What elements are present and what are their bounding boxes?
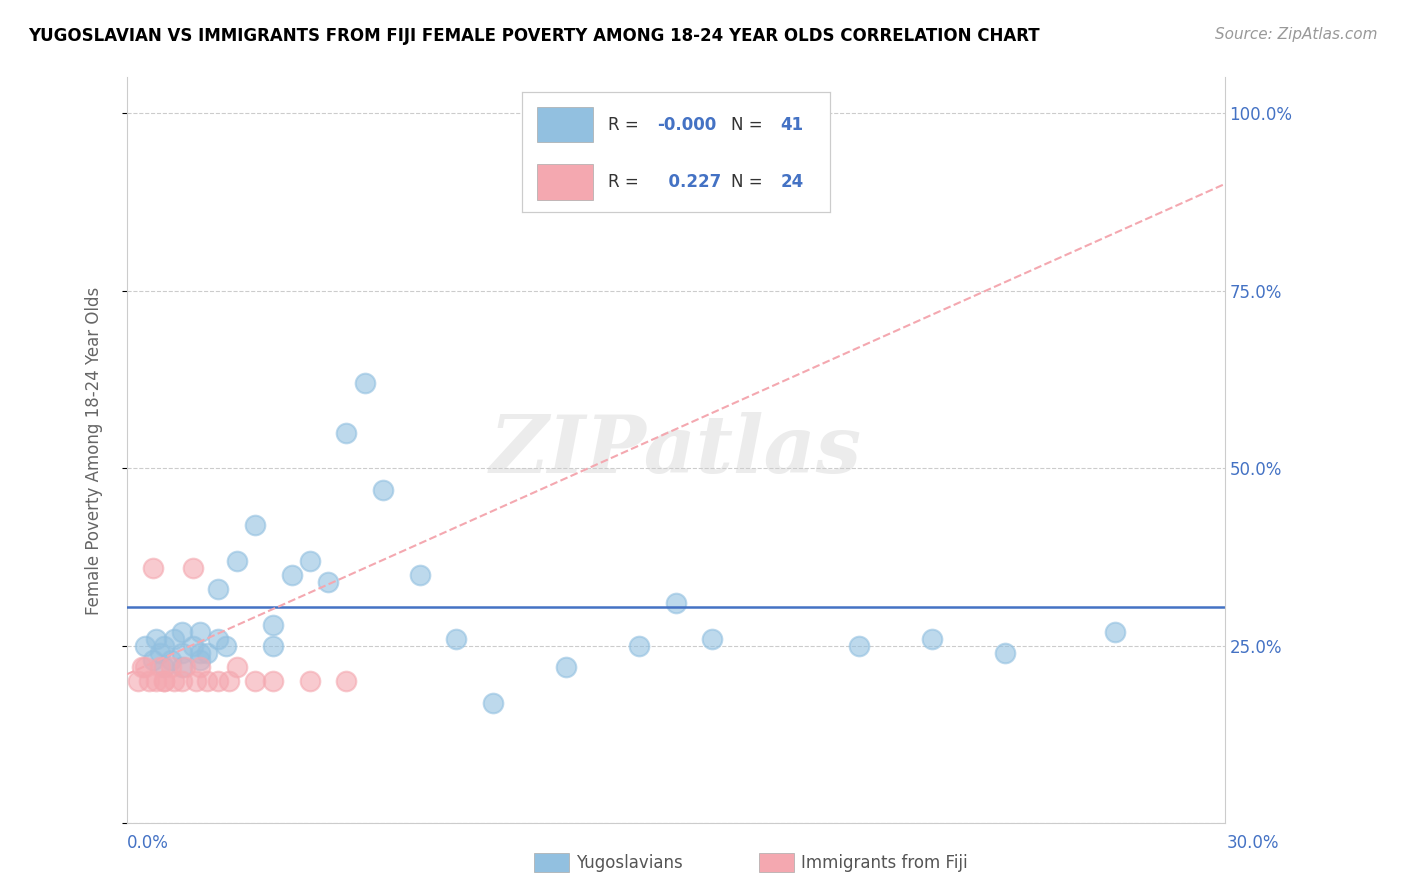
Point	[138, 674, 160, 689]
Point	[152, 639, 174, 653]
Y-axis label: Female Poverty Among 18-24 Year Olds: Female Poverty Among 18-24 Year Olds	[86, 286, 103, 615]
Text: YUGOSLAVIAN VS IMMIGRANTS FROM FIJI FEMALE POVERTY AMONG 18-24 YEAR OLDS CORRELA: YUGOSLAVIAN VS IMMIGRANTS FROM FIJI FEMA…	[28, 27, 1040, 45]
Point	[159, 660, 181, 674]
Point	[335, 674, 357, 689]
Point	[170, 646, 193, 660]
Point	[134, 639, 156, 653]
Point	[262, 617, 284, 632]
Point	[152, 674, 174, 689]
Point	[298, 553, 321, 567]
Point	[848, 639, 870, 653]
Point	[186, 674, 208, 689]
Point	[482, 696, 505, 710]
Text: Yugoslavians: Yugoslavians	[576, 854, 683, 871]
Point	[188, 624, 211, 639]
Point	[188, 653, 211, 667]
Point	[134, 660, 156, 674]
Point	[197, 646, 219, 660]
Point	[225, 553, 247, 567]
Point	[163, 674, 186, 689]
Text: Immigrants from Fiji: Immigrants from Fiji	[801, 854, 969, 871]
Point	[188, 646, 211, 660]
Point	[170, 624, 193, 639]
Point	[145, 632, 167, 646]
Point	[207, 632, 229, 646]
Point	[280, 567, 302, 582]
Point	[353, 376, 375, 390]
Point	[371, 483, 394, 497]
Point	[1104, 624, 1126, 639]
Text: 30.0%: 30.0%	[1227, 834, 1279, 852]
Point	[127, 674, 149, 689]
Point	[298, 674, 321, 689]
Point	[921, 632, 943, 646]
Point	[408, 567, 430, 582]
Point	[665, 596, 688, 610]
Point	[702, 632, 724, 646]
Point	[131, 660, 153, 674]
Point	[262, 639, 284, 653]
Point	[207, 674, 229, 689]
Text: 0.0%: 0.0%	[127, 834, 169, 852]
Point	[159, 653, 181, 667]
Point	[170, 674, 193, 689]
Point	[243, 674, 266, 689]
Point	[335, 425, 357, 440]
Point	[145, 674, 167, 689]
Point	[555, 660, 578, 674]
Point	[262, 674, 284, 689]
Point	[243, 518, 266, 533]
Point	[149, 646, 172, 660]
Text: ZIPatlas: ZIPatlas	[489, 412, 862, 489]
Point	[141, 560, 163, 574]
Point	[775, 191, 797, 205]
Point	[174, 660, 197, 674]
Point	[197, 674, 219, 689]
Point	[170, 660, 193, 674]
Point	[188, 660, 211, 674]
Point	[163, 632, 186, 646]
Point	[316, 574, 339, 589]
Point	[181, 560, 204, 574]
Point	[141, 653, 163, 667]
Point	[152, 674, 174, 689]
Point	[207, 582, 229, 596]
Text: Source: ZipAtlas.com: Source: ZipAtlas.com	[1215, 27, 1378, 42]
Point	[446, 632, 468, 646]
Point	[994, 646, 1017, 660]
Point	[215, 639, 238, 653]
Point	[181, 639, 204, 653]
Point	[628, 639, 651, 653]
Point	[152, 660, 174, 674]
Point	[218, 674, 240, 689]
Point	[225, 660, 247, 674]
Point	[149, 660, 172, 674]
